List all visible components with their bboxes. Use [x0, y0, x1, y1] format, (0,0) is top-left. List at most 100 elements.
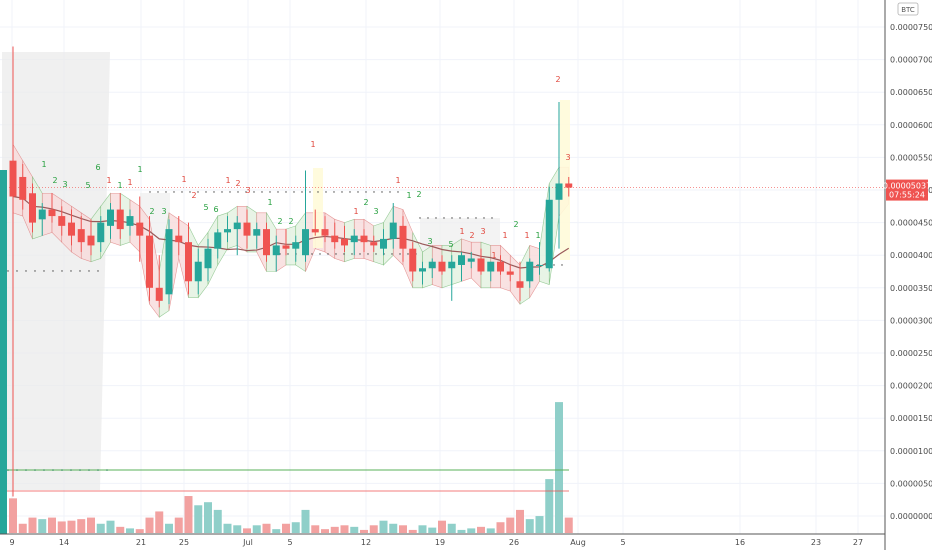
candle-body	[194, 261, 202, 282]
volume-bar	[555, 402, 563, 533]
candle-body	[321, 229, 329, 236]
candle-body	[233, 222, 241, 230]
level-dot	[435, 217, 437, 219]
candle-body	[419, 268, 426, 272]
candle-body	[48, 209, 56, 217]
signal-count-label: 2	[513, 220, 518, 229]
level-dot	[197, 191, 199, 193]
volume-bar	[18, 523, 27, 533]
signal-count-label: 3	[245, 186, 250, 195]
candle-body	[165, 229, 173, 295]
candle-body	[175, 235, 183, 243]
candle-body	[458, 255, 465, 265]
level-dot	[25, 270, 27, 272]
shaded-zone-left	[2, 52, 110, 490]
resistance-dot	[25, 469, 27, 471]
cloud-segment	[509, 254, 521, 306]
axes	[0, 0, 886, 550]
level-dot	[491, 217, 493, 219]
volume-bar	[48, 517, 56, 533]
x-tick-label: 5	[620, 538, 625, 547]
resistance-dot	[97, 469, 99, 471]
signal-count-label: 1	[117, 181, 122, 190]
level-dot	[277, 191, 279, 193]
level-dot	[213, 191, 215, 193]
candle-body	[146, 235, 153, 288]
signal-count-label: 2	[191, 191, 196, 200]
x-tick-label: 14	[59, 538, 69, 547]
level-dot	[173, 191, 175, 193]
level-dot	[34, 270, 36, 272]
volume-bar	[496, 522, 505, 533]
level-dot	[52, 270, 54, 272]
level-dot	[561, 264, 563, 266]
signal-count-label: 1	[491, 251, 496, 260]
level-dot	[221, 191, 223, 193]
candle-body	[448, 261, 456, 269]
candle-body	[536, 264, 543, 266]
candle-body	[263, 229, 270, 256]
resistance-dot	[34, 469, 36, 471]
signal-count-label: 2	[277, 217, 282, 226]
x-tick-label: Jul	[242, 538, 253, 547]
candles[interactable]	[0, 46, 573, 534]
volume-bar	[174, 517, 183, 533]
resistance-dot	[106, 469, 108, 471]
level-dot	[181, 191, 183, 193]
level-dot	[333, 191, 335, 193]
level-dot	[97, 270, 99, 272]
level-dot	[157, 191, 159, 193]
level-dot	[451, 217, 453, 219]
volume-bar	[233, 525, 242, 533]
volume-bar	[369, 525, 378, 533]
currency-badge[interactable]: BTC	[897, 2, 919, 16]
volume-bar	[301, 509, 310, 533]
level-dot	[317, 191, 319, 193]
volume-bar	[418, 525, 427, 533]
volume-bar	[311, 525, 320, 533]
candle-body	[68, 222, 75, 236]
level-dot	[237, 191, 239, 193]
volume-bar	[165, 523, 173, 533]
volume-bar	[350, 526, 359, 533]
candle-body	[380, 238, 387, 249]
level-dot	[205, 191, 207, 193]
candle-body	[126, 216, 134, 226]
volume-bar	[535, 516, 544, 533]
x-tick-label: 12	[361, 538, 371, 547]
level-dot	[375, 253, 377, 255]
level-dot	[343, 253, 345, 255]
resistance-dot	[61, 469, 63, 471]
candle-body	[526, 261, 534, 282]
resistance-dot	[43, 469, 45, 471]
y-tick-label: 0.00000000	[890, 512, 932, 521]
signal-count-label: 5	[203, 203, 208, 212]
level-dot	[311, 253, 313, 255]
volume-bar	[282, 523, 290, 533]
x-tick-label: 21	[136, 538, 146, 547]
volume-bar	[408, 529, 417, 533]
candle-body	[360, 235, 368, 243]
volume-bar	[389, 523, 398, 533]
candle-body	[477, 258, 485, 272]
candle-body	[77, 229, 85, 243]
volume-bar	[223, 523, 232, 533]
level-dot	[381, 191, 383, 193]
x-tick-label: 23	[811, 538, 821, 547]
level-dot	[359, 253, 361, 255]
level-dot	[373, 191, 375, 193]
x-tick-label: Aug	[570, 538, 586, 547]
candle-body	[399, 225, 407, 249]
signal-count-label: 1	[524, 231, 529, 240]
candle-body	[243, 222, 251, 236]
x-tick-label: 5	[287, 538, 292, 547]
level-dot	[397, 191, 399, 193]
signal-count-label: 5	[448, 240, 453, 249]
